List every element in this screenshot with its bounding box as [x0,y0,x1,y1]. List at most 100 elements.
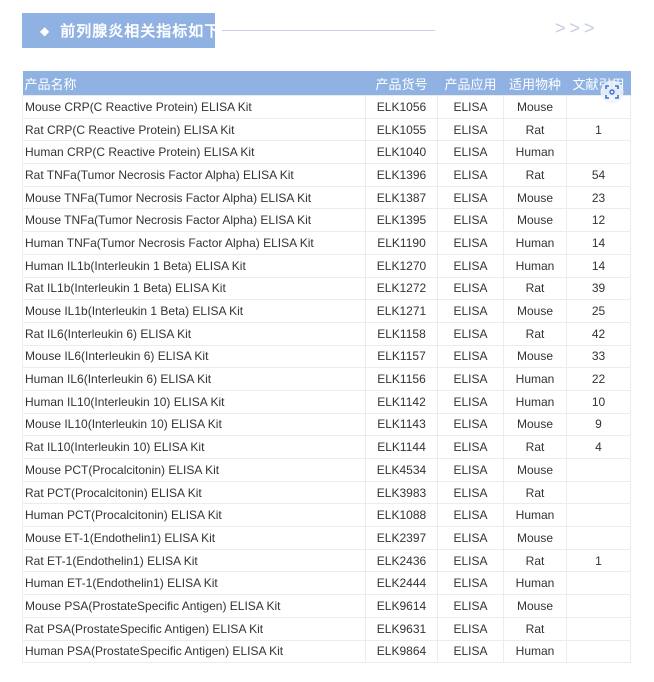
product-name-cell: Human IL1b(Interleukin 1 Beta) ELISA Kit [22,253,366,278]
product-name-cell: Mouse IL10(Interleukin 10) ELISA Kit [22,412,366,437]
section-title: 前列腺炎相关指标如下： [60,23,237,40]
application-cell: ELISA [437,367,504,391]
application-cell: ELISA [437,321,504,346]
citations-cell: 1 [566,548,631,573]
column-header: 适用物种 [503,71,567,96]
table-row: Human IL10(Interleukin 10) ELISA Kit ELK1… [22,389,631,414]
product-name-cell: Human IL6(Interleukin 6) ELISA Kit [22,367,366,391]
species-cell: Rat [503,117,567,142]
product-name-cell: Human CRP(C Reactive Protein) ELISA Kit [22,140,366,165]
table-row: Mouse ET-1(Endothelin1) ELISA Kit ELK2397… [22,526,631,550]
citations-cell [566,594,631,618]
citations-cell: 12 [566,208,631,233]
citations-cell [566,140,631,165]
product-code-cell: ELK1156 [365,367,438,391]
species-cell: Human [503,639,567,664]
table-header: 产品名称 产品货号 产品应用 适用物种 文献引用 [22,71,631,96]
product-name-cell: Mouse PCT(Procalcitonin) ELISA Kit [22,458,366,482]
product-code-cell: ELK1272 [365,276,438,301]
application-cell: ELISA [437,163,504,187]
product-code-cell: ELK1396 [365,163,438,187]
application-cell: ELISA [437,503,504,528]
citations-cell: 23 [566,185,631,210]
citations-cell: 9 [566,412,631,437]
citations-cell [566,616,631,641]
citations-cell [566,526,631,550]
product-code-cell: ELK9631 [365,616,438,641]
product-code-cell: ELK1157 [365,344,438,369]
column-header: 产品货号 [365,71,438,96]
table-row: Mouse PSA(ProstateSpecific Antigen) ELIS… [22,594,631,618]
product-code-cell: ELK1142 [365,389,438,414]
column-header: 产品应用 [437,71,504,96]
table-row: Human TNFa(Tumor Necrosis Factor Alpha) … [22,231,631,255]
application-cell: ELISA [437,253,504,278]
species-cell: Human [503,503,567,528]
table-row: Rat ET-1(Endothelin1) ELISA Kit ELK2436 EL… [22,548,631,573]
product-code-cell: ELK1040 [365,140,438,165]
citations-cell: 1 [566,117,631,142]
product-code-cell: ELK1143 [365,412,438,437]
species-cell: Rat [503,616,567,641]
product-name-cell: Human PCT(Procalcitonin) ELISA Kit [22,503,366,528]
application-cell: ELISA [437,389,504,414]
species-cell: Mouse [503,526,567,550]
product-code-cell: ELK2444 [365,571,438,596]
product-name-cell: Human IL10(Interleukin 10) ELISA Kit [22,389,366,414]
table-row: Mouse PCT(Procalcitonin) ELISA Kit ELK453… [22,458,631,482]
table-row: Rat PCT(Procalcitonin) ELISA Kit ELK3983 E… [22,480,631,505]
species-cell: Human [503,389,567,414]
image-scan-icon[interactable] [600,80,624,104]
product-name-cell: Human ET-1(Endothelin1) ELISA Kit [22,571,366,596]
product-code-cell: ELK3983 [365,480,438,505]
product-name-cell: Mouse TNFa(Tumor Necrosis Factor Alpha) … [22,208,366,233]
table-row: Mouse IL10(Interleukin 10) ELISA Kit ELK1… [22,412,631,437]
citations-cell: 14 [566,253,631,278]
product-code-cell: ELK1144 [365,435,438,459]
species-cell: Mouse [503,208,567,233]
table-row: Rat IL1b(Interleukin 1 Beta) ELISA Kit EL… [22,276,631,301]
product-code-cell: ELK2397 [365,526,438,550]
application-cell: ELISA [437,616,504,641]
citations-cell: 33 [566,344,631,369]
citations-cell: 39 [566,276,631,301]
product-code-cell: ELK1190 [365,231,438,255]
application-cell: ELISA [437,480,504,505]
species-cell: Mouse [503,594,567,618]
table-row: Human IL6(Interleukin 6) ELISA Kit ELK115… [22,367,631,391]
product-name-cell: Human PSA(ProstateSpecific Antigen) ELIS… [22,639,366,664]
species-cell: Mouse [503,412,567,437]
species-cell: Human [503,253,567,278]
species-cell: Rat [503,480,567,505]
product-code-cell: ELK1395 [365,208,438,233]
citations-cell: 42 [566,321,631,346]
product-table: 产品名称 产品货号 产品应用 适用物种 文献引用 Mouse CRP(C Reactiv… [22,71,631,664]
arrows-decoration: >>> [555,18,599,38]
product-code-cell: ELK9864 [365,639,438,664]
application-cell: ELISA [437,344,504,369]
product-name-cell: Mouse ET-1(Endothelin1) ELISA Kit [22,526,366,550]
application-cell: ELISA [437,95,504,119]
citations-cell: 14 [566,231,631,255]
application-cell: ELISA [437,412,504,437]
product-name-cell: Mouse IL1b(Interleukin 1 Beta) ELISA Kit [22,299,366,323]
citations-cell [566,639,631,664]
application-cell: ELISA [437,117,504,142]
product-name-cell: Mouse CRP(C Reactive Protein) ELISA Kit [22,95,366,119]
product-name-cell: Mouse PSA(ProstateSpecific Antigen) ELIS… [22,594,366,618]
product-name-cell: Rat PCT(Procalcitonin) ELISA Kit [22,480,366,505]
species-cell: Rat [503,163,567,187]
application-cell: ELISA [437,526,504,550]
species-cell: Mouse [503,185,567,210]
table-row: Human PCT(Procalcitonin) ELISA Kit ELK108… [22,503,631,528]
table-row: Rat IL6(Interleukin 6) ELISA Kit ELK1158 E… [22,321,631,346]
table-row: Human IL1b(Interleukin 1 Beta) ELISA Kit… [22,253,631,278]
table-row: Mouse CRP(C Reactive Protein) ELISA Kit E… [22,95,631,119]
product-code-cell: ELK9614 [365,594,438,618]
table-row: Human ET-1(Endothelin1) ELISA Kit ELK2444… [22,571,631,596]
species-cell: Mouse [503,344,567,369]
species-cell: Mouse [503,458,567,482]
product-name-cell: Rat IL10(Interleukin 10) ELISA Kit [22,435,366,459]
product-code-cell: ELK1158 [365,321,438,346]
species-cell: Human [503,231,567,255]
